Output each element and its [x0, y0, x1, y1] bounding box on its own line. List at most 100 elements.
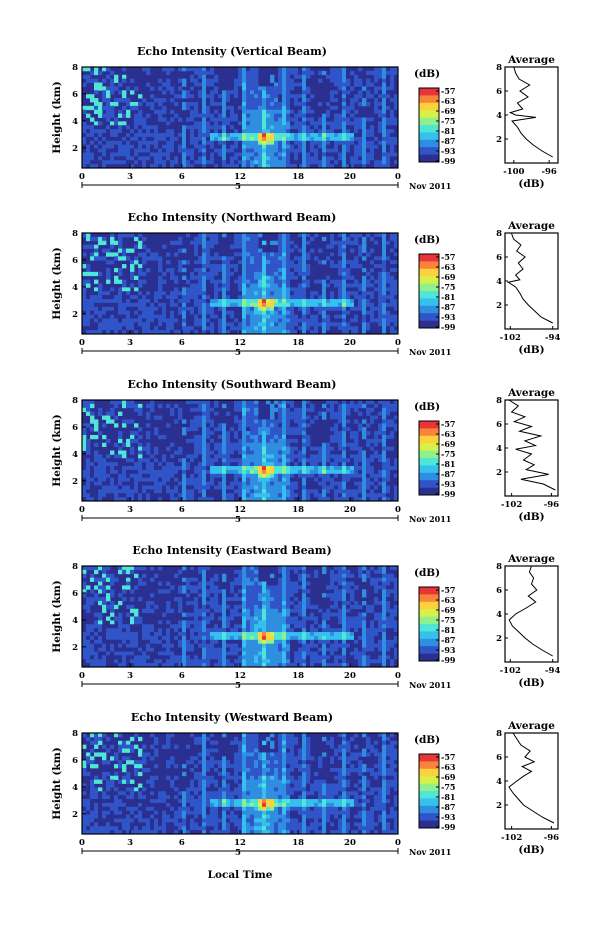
heatmap-cell: [278, 407, 283, 413]
heatmap-cell: [102, 330, 107, 335]
heatmap-cell: [294, 236, 299, 242]
heatmap-cell: [206, 306, 211, 312]
heatmap-cell: [226, 446, 231, 451]
heatmap-cell: [294, 279, 299, 284]
heatmap-cell: [234, 248, 239, 253]
heatmap-cell: [390, 78, 395, 83]
heatmap-cell: [286, 233, 291, 238]
heatmap-cell: [186, 101, 191, 107]
heatmap-cell: [242, 121, 247, 126]
heatmap-cell: [210, 152, 215, 157]
heatmap-cell: [294, 125, 299, 130]
heatmap-cell: [82, 466, 87, 471]
heatmap-cell: [158, 101, 163, 107]
heatmap-cell: [198, 136, 203, 142]
heatmap-cell: [186, 493, 191, 498]
heatmap-cell: [298, 299, 303, 304]
heatmap-cell: [242, 314, 247, 319]
date-label: Nov 2011: [409, 347, 451, 357]
heatmap-cell: [182, 105, 187, 111]
heatmap-cell: [270, 287, 275, 292]
heatmap-cell: [338, 314, 343, 319]
heatmap-cell: [118, 458, 123, 463]
heatmap-cell: [190, 252, 195, 257]
heatmap-cell: [126, 310, 131, 315]
heatmap-cell: [238, 160, 243, 165]
heatmap-cell: [346, 469, 351, 475]
heatmap-cell: [250, 287, 255, 292]
heatmap-cell: [270, 271, 275, 277]
heatmap-cell: [226, 489, 231, 494]
heatmap-cell: [366, 314, 371, 319]
heatmap-cell: [182, 295, 187, 300]
heatmap-cell: [202, 442, 207, 448]
heatmap-cell: [290, 256, 295, 261]
heatmap-cell: [306, 497, 311, 502]
heatmap-cell: [214, 438, 219, 444]
heatmap-cell: [366, 152, 371, 157]
heatmap-cell: [202, 117, 207, 122]
heatmap-cell: [330, 287, 335, 292]
heatmap-cell: [154, 291, 159, 296]
heatmap-cell: [198, 481, 203, 486]
heatmap-cell: [134, 306, 139, 312]
heatmap-cell: [274, 267, 279, 273]
heatmap-cell: [282, 485, 287, 490]
heatmap-cell: [90, 105, 95, 111]
heatmap-cell: [226, 477, 231, 482]
heatmap-cell: [210, 94, 215, 99]
heatmap-cell: [238, 493, 243, 498]
heatmap-cell: [174, 306, 179, 312]
heatmap-cell: [222, 423, 227, 428]
heatmap-cell: [258, 152, 263, 157]
heatmap-cell: [82, 233, 87, 238]
heatmap-cell: [326, 493, 331, 498]
heatmap-cell: [294, 477, 299, 482]
heatmap-cell: [110, 160, 115, 165]
heatmap-cell: [102, 469, 107, 475]
heatmap-cell: [114, 279, 119, 284]
heatmap-cell: [114, 330, 119, 335]
heatmap-cell: [254, 82, 259, 87]
heatmap-cell: [118, 481, 123, 486]
heatmap-cell: [330, 117, 335, 122]
heatmap-cell: [186, 302, 191, 308]
heatmap-cell: [142, 98, 147, 103]
heatmap-cell: [134, 431, 139, 436]
heatmap-cell: [210, 450, 215, 455]
heatmap-cell: [314, 140, 319, 146]
heatmap-cell: [138, 469, 143, 475]
heatmap-cell: [94, 442, 99, 448]
heatmap-cell: [346, 113, 351, 118]
heatmap-cell: [386, 279, 391, 284]
heatmap-cell: [218, 318, 223, 323]
heatmap-cell: [314, 256, 319, 261]
heatmap-cell: [302, 113, 307, 118]
heatmap-cell: [154, 489, 159, 494]
heatmap-cell: [210, 446, 215, 451]
heatmap-cell: [190, 450, 195, 455]
heatmap-cell: [218, 493, 223, 498]
heatmap-cell: [190, 411, 195, 416]
heatmap-cell: [230, 446, 235, 451]
heatmap-cell: [314, 493, 319, 498]
heatmap-cell: [174, 322, 179, 327]
heatmap-cell: [98, 140, 103, 146]
heatmap-cell: [362, 310, 367, 315]
heatmap-cell: [346, 275, 351, 281]
heatmap-cell: [318, 148, 323, 153]
heatmap-cell: [194, 322, 199, 327]
heatmap-cell: [338, 291, 343, 296]
heatmap-cell: [350, 86, 355, 91]
heatmap-cell: [114, 466, 119, 471]
heatmap-cell: [346, 152, 351, 157]
heatmap-cell: [246, 164, 251, 169]
heatmap-cell: [226, 152, 231, 157]
heatmap-cell: [378, 248, 383, 253]
heatmap-cell: [394, 291, 399, 296]
heatmap-cell: [242, 152, 247, 157]
heatmap-cell: [306, 310, 311, 315]
heatmap-cell: [246, 493, 251, 498]
heatmap-cell: [134, 299, 139, 304]
heatmap-cell: [194, 271, 199, 277]
